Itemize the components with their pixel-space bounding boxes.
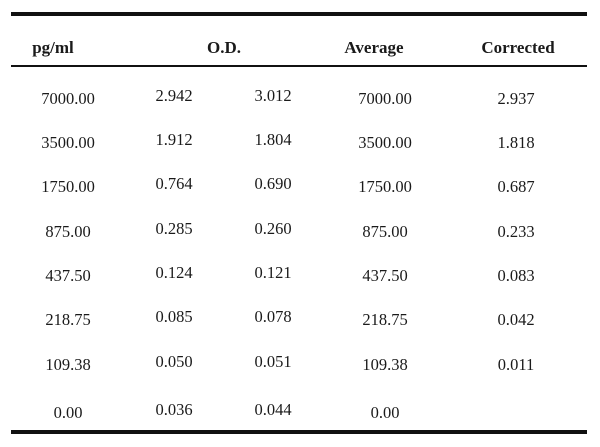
table-row: 109.38 0.050 0.051 109.38 0.011 bbox=[11, 352, 587, 385]
cell-corrected: 0.233 bbox=[497, 222, 535, 241]
cell-corrected: 0.042 bbox=[497, 310, 535, 329]
cell-average: 0.00 bbox=[370, 403, 400, 422]
cell-average: 437.50 bbox=[362, 266, 408, 285]
cell-average: 218.75 bbox=[362, 310, 408, 329]
cell-od-2: 0.051 bbox=[254, 352, 292, 371]
cell-concentration: 1750.00 bbox=[41, 177, 95, 196]
cell-od-2: 0.121 bbox=[254, 263, 292, 282]
cell-corrected: 0.083 bbox=[497, 266, 535, 285]
standard-curve-table: pg/ml O.D. Average Corrected 7000.00 2.94… bbox=[11, 12, 587, 435]
header-average: Average bbox=[344, 38, 404, 57]
table-row: 0.00 0.036 0.044 0.00 bbox=[11, 400, 587, 433]
cell-concentration: 875.00 bbox=[45, 222, 91, 241]
cell-average: 3500.00 bbox=[358, 133, 412, 152]
table-row: 218.75 0.085 0.078 218.75 0.042 bbox=[11, 307, 587, 340]
table-row: 7000.00 2.942 3.012 7000.00 2.937 bbox=[11, 86, 587, 119]
cell-od-2: 1.804 bbox=[254, 130, 292, 149]
cell-od-1: 0.285 bbox=[155, 219, 193, 238]
cell-concentration: 7000.00 bbox=[41, 89, 95, 108]
cell-od-1: 0.050 bbox=[155, 352, 193, 371]
header-corrected: Corrected bbox=[481, 38, 555, 57]
cell-concentration: 218.75 bbox=[45, 310, 91, 329]
cell-od-1: 1.912 bbox=[155, 130, 193, 149]
header-concentration: pg/ml bbox=[32, 38, 74, 57]
cell-average: 1750.00 bbox=[358, 177, 412, 196]
cell-concentration: 3500.00 bbox=[41, 133, 95, 152]
table-row: 875.00 0.285 0.260 875.00 0.233 bbox=[11, 219, 587, 252]
header-od: O.D. bbox=[207, 38, 241, 57]
cell-concentration: 437.50 bbox=[45, 266, 91, 285]
cell-od-1: 0.764 bbox=[155, 174, 193, 193]
bottom-rule bbox=[11, 430, 587, 434]
cell-average: 109.38 bbox=[362, 355, 408, 374]
top-rule bbox=[11, 12, 587, 16]
cell-average: 7000.00 bbox=[358, 89, 412, 108]
cell-corrected: 2.937 bbox=[497, 89, 535, 108]
cell-od-2: 3.012 bbox=[254, 86, 292, 105]
cell-corrected: 1.818 bbox=[497, 133, 535, 152]
table-row: 3500.00 1.912 1.804 3500.00 1.818 bbox=[11, 130, 587, 163]
cell-average: 875.00 bbox=[362, 222, 408, 241]
cell-concentration: 109.38 bbox=[45, 355, 91, 374]
cell-concentration: 0.00 bbox=[53, 403, 83, 422]
table-row: 437.50 0.124 0.121 437.50 0.083 bbox=[11, 263, 587, 296]
header-rule bbox=[11, 65, 587, 67]
cell-od-2: 0.078 bbox=[254, 307, 292, 326]
cell-od-1: 2.942 bbox=[155, 86, 193, 105]
cell-od-1: 0.085 bbox=[155, 307, 193, 326]
cell-od-2: 0.690 bbox=[254, 174, 292, 193]
cell-od-1: 0.036 bbox=[155, 400, 193, 419]
cell-od-2: 0.260 bbox=[254, 219, 292, 238]
cell-corrected: 0.011 bbox=[497, 355, 535, 374]
table-body: 7000.00 2.942 3.012 7000.00 2.937 3500.00 1.91… bbox=[11, 12, 587, 435]
cell-od-2: 0.044 bbox=[254, 400, 292, 419]
table-row: 1750.00 0.764 0.690 1750.00 0.687 bbox=[11, 174, 587, 207]
cell-od-1: 0.124 bbox=[155, 263, 193, 282]
cell-corrected: 0.687 bbox=[497, 177, 535, 196]
